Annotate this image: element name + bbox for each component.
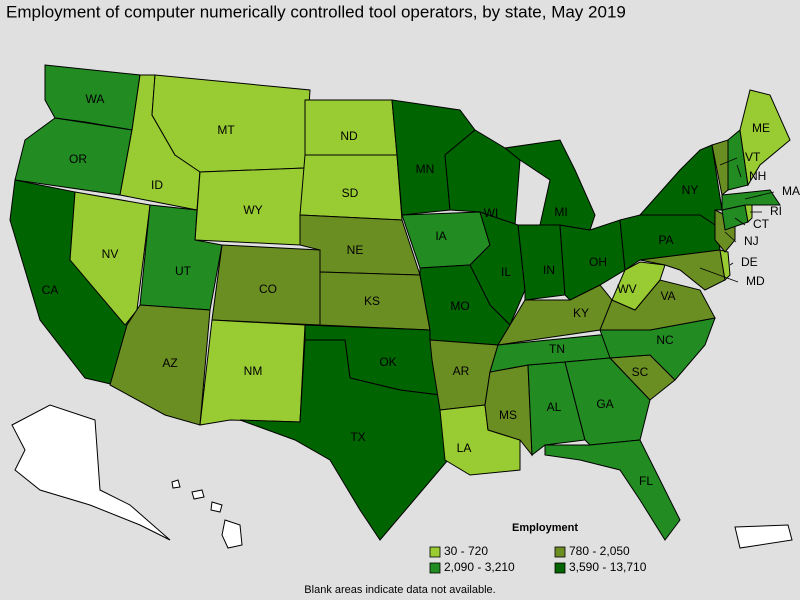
state-label: DE (741, 255, 758, 269)
leader-line (744, 191, 775, 200)
state-label: NJ (744, 234, 759, 248)
state-label: ND (340, 129, 358, 143)
state-label: TN (549, 342, 565, 356)
state (739, 89, 791, 187)
state-label: GA (596, 397, 613, 411)
state-label: RI (770, 204, 782, 218)
state (14, 117, 133, 196)
legend-label: 2,090 - 3,210 (444, 560, 515, 574)
map-title: Employment of computer numerically contr… (6, 2, 626, 21)
state-label: NM (244, 364, 263, 378)
state-label: MO (450, 299, 469, 313)
state-label: TX (350, 430, 365, 444)
state-label: CO (259, 282, 277, 296)
hawaii-island (221, 519, 243, 549)
legend-swatch (554, 562, 566, 574)
state-label: MI (554, 205, 567, 219)
state-label: NE (347, 243, 364, 257)
state (239, 339, 449, 541)
state (503, 139, 596, 231)
state-label: NH (749, 169, 766, 183)
state-label: CA (42, 283, 59, 297)
state-label: AR (453, 364, 470, 378)
state-label: MD (746, 274, 765, 288)
hawaii-island (210, 501, 223, 513)
state-label: LA (457, 441, 472, 455)
state (444, 129, 521, 226)
state-label: OH (589, 255, 607, 269)
legend-title: Employment (512, 522, 578, 534)
state-label: WA (86, 92, 105, 106)
leader-line (699, 267, 739, 283)
legend-swatch (429, 546, 441, 558)
no-data-areas (11, 404, 793, 549)
state (559, 219, 626, 301)
state-label: KS (364, 294, 380, 308)
state (109, 304, 211, 426)
state-label: OR (69, 152, 87, 166)
legend-label: 3,590 - 13,710 (569, 560, 647, 574)
state-label: OK (379, 355, 396, 369)
leader-line (729, 262, 734, 266)
state-label: NY (682, 183, 699, 197)
state-labels: WA OR CA NV ID MT WY UT AZ CO NM ND SD NE KS OK TX MN IA WI… (42, 92, 800, 488)
state (544, 439, 681, 541)
leader-line (736, 164, 742, 178)
leader-line (719, 157, 738, 166)
state-label: SD (342, 186, 359, 200)
leader-line (734, 217, 746, 226)
state-label: IN (543, 263, 555, 277)
legend: 30 - 720 780 - 2,050 2,090 - 3,210 3,590 - … (429, 544, 647, 574)
state-label: IA (435, 229, 446, 243)
legend-label: 30 - 720 (444, 544, 488, 558)
state-label: NC (656, 333, 674, 347)
state-label: PA (658, 233, 673, 247)
alaska (11, 404, 171, 541)
state-label: FL (639, 474, 653, 488)
state-label: ID (151, 178, 163, 192)
state-label: MA (782, 184, 800, 198)
state-label: KY (573, 306, 589, 320)
state-label: WI (484, 206, 499, 220)
legend-label: 780 - 2,050 (569, 544, 630, 558)
state-label: WV (617, 282, 636, 296)
state-label: IL (501, 265, 511, 279)
state-label: MN (416, 162, 435, 176)
puerto-rico (734, 524, 793, 549)
legend-swatch (554, 546, 566, 558)
hawaii-island (191, 489, 205, 500)
state-label: CT (753, 217, 770, 231)
state (721, 189, 781, 211)
state-label: ME (752, 121, 770, 135)
state-label: AL (547, 400, 562, 414)
hawaii-island (171, 479, 181, 489)
state-label: NV (102, 247, 119, 261)
state-label: UT (175, 264, 192, 278)
footnote: Blank areas indicate data not available. (304, 584, 495, 596)
state (304, 99, 398, 156)
state (69, 191, 151, 326)
state-label: WY (243, 203, 262, 217)
state (517, 224, 566, 301)
states (9, 64, 791, 541)
state-label: VT (745, 150, 761, 164)
legend-swatch (429, 562, 441, 574)
state-label: VA (660, 289, 675, 303)
state-label: MS (499, 408, 517, 422)
leader-line (724, 231, 737, 243)
state-label: AZ (162, 356, 177, 370)
state-label: SC (632, 365, 649, 379)
state-label: MT (217, 123, 235, 137)
